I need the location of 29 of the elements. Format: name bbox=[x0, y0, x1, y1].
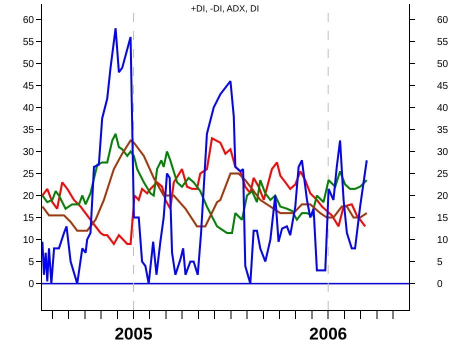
y2-tick-label: 45 bbox=[437, 80, 449, 92]
y-tick-label: 20 bbox=[22, 191, 34, 202]
y2-tick-label: 60 bbox=[437, 14, 449, 26]
y2-tick-label: 15 bbox=[437, 213, 449, 224]
y-tick-label: 60 bbox=[22, 14, 34, 26]
y2-tick-label: 40 bbox=[437, 102, 449, 114]
x-tick-label: 2006 bbox=[309, 324, 348, 340]
y2-tick-label: 10 bbox=[437, 235, 449, 246]
y2-tick-label: 35 bbox=[437, 124, 449, 136]
y2-tick-label: 0 bbox=[437, 279, 443, 290]
y-tick-label: 50 bbox=[22, 58, 34, 70]
y-tick-label: 10 bbox=[22, 235, 34, 246]
y2-tick-label: 50 bbox=[437, 58, 449, 70]
y-tick-label: 0 bbox=[28, 279, 34, 290]
y2-tick-label: 55 bbox=[437, 36, 449, 48]
y-tick-label: 15 bbox=[22, 213, 34, 224]
y-tick-label: 35 bbox=[22, 124, 34, 136]
chart-title: +DI, -DI, ADX, DI bbox=[190, 3, 260, 14]
y2-tick-label: 25 bbox=[437, 169, 449, 180]
y-tick-label: 5 bbox=[28, 257, 34, 268]
y-tick-label: 45 bbox=[22, 80, 34, 92]
x-tick-label: 2005 bbox=[114, 324, 152, 340]
y-tick-label: 25 bbox=[22, 169, 34, 180]
y-tick-label: 30 bbox=[22, 147, 34, 158]
y-tick-label: 40 bbox=[22, 102, 34, 114]
y-tick-label: 55 bbox=[22, 36, 34, 48]
y2-tick-label: 20 bbox=[437, 191, 449, 202]
y2-tick-label: 5 bbox=[437, 257, 443, 268]
y2-tick-label: 30 bbox=[437, 147, 449, 158]
